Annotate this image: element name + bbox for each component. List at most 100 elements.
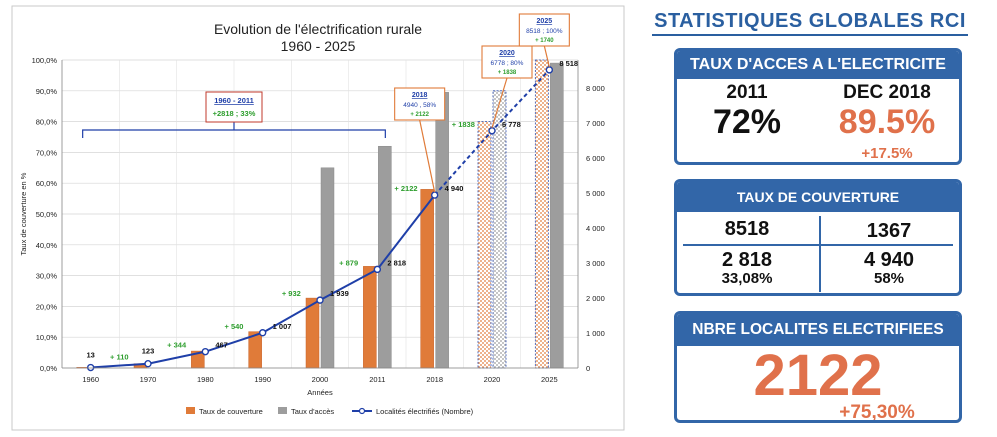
callout-pointer-2018 <box>419 119 436 193</box>
callout-year-2025: 2025 <box>537 18 553 25</box>
coverage-bar-2011 <box>363 266 377 369</box>
localities-point-2025 <box>545 66 554 74</box>
increment-label: + 2122 <box>394 184 417 193</box>
x-axis-label: Années <box>307 388 333 397</box>
right-tick-label: 0 <box>586 364 590 373</box>
right-tick-label: 4 000 <box>586 224 605 233</box>
access-value-right: 89.5% <box>838 103 936 141</box>
increment-label: + 879 <box>339 258 358 267</box>
legend-label-access: Taux d'accès <box>291 407 334 416</box>
chart-subtitle: 1960 - 2025 <box>281 38 356 54</box>
right-tick-label: 1 000 <box>586 329 605 338</box>
localities-value-label: 13 <box>86 351 94 360</box>
brace-callout-detail: +2818 ; 33% <box>213 109 256 118</box>
brace-callout-title: 1960 - 2011 <box>214 96 254 105</box>
left-tick-label: 10,0% <box>36 333 58 342</box>
brace-callout-box <box>205 91 263 123</box>
coverage-top-left: 8518 <box>724 218 770 240</box>
localities-value-label: 123 <box>142 347 155 356</box>
legend-swatch-access <box>278 407 287 414</box>
right-tick-label: 2 000 <box>586 294 605 303</box>
legend-label-localities: Localités électrifiés (Nombre) <box>376 407 474 416</box>
electrification-chart: Evolution de l'électrification rurale 19… <box>11 5 625 431</box>
access-year-right: DEC 2018 <box>843 82 931 103</box>
increment-label: + 1838 <box>452 120 475 129</box>
coverage-bottom-left: 2 818 <box>721 249 773 271</box>
left-tick-label: 80,0% <box>36 118 58 127</box>
access-bar-2011 <box>378 145 392 369</box>
access-2018-column: DEC 2018 89.5% <box>817 82 957 142</box>
access-bar-2000 <box>320 167 335 369</box>
coverage-card-header: TAUX DE COUVERTURE <box>677 182 959 212</box>
coverage-bar-2018 <box>420 189 434 369</box>
left-tick-label: 100,0% <box>32 56 58 65</box>
callout-line2-2018: + 2122 <box>410 112 429 118</box>
coverage-bottom-right-pct: 58% <box>873 270 905 287</box>
coverage-horizontal-divider <box>683 244 953 246</box>
coverage-bar-2025 <box>534 59 549 369</box>
chart-svg: Evolution de l'électrification rurale 19… <box>11 5 625 431</box>
chart-title: Evolution de l'électrification rurale <box>214 21 422 37</box>
coverage-bar-2020 <box>477 121 492 369</box>
localities-value-label: 6 778 <box>502 120 521 129</box>
callout-pointer-2025 <box>543 45 550 68</box>
access-bar-2025 <box>550 62 564 369</box>
access-delta: +17.5% <box>861 145 913 162</box>
localities-value-label: 4 940 <box>445 184 464 193</box>
callout-line1-2018: 4940 , 58% <box>403 102 436 109</box>
localities-point-2011 <box>373 265 382 274</box>
localities-point-2020 <box>488 127 496 135</box>
coverage-bottom-left-pct: 33,08% <box>721 270 773 287</box>
right-tick-label: 5 000 <box>586 189 605 198</box>
access-year-left: 2011 <box>726 82 768 103</box>
localities-card-header: NBRE LOCALITES ELECTRIFIEES <box>677 314 959 346</box>
callout-year-2018: 2018 <box>412 92 428 99</box>
legend-label-coverage: Taux de couverture <box>199 407 263 416</box>
access-card-header: TAUX D'ACCES A L'ELECTRICITE <box>677 51 959 79</box>
localities-card-title: NBRE LOCALITES ELECTRIFIEES <box>692 321 944 338</box>
callout-line1-2020: 6778 ; 80% <box>491 60 524 67</box>
callout-line1-2025: 8518 ; 100% <box>526 28 563 35</box>
coverage-top-right: 1367 <box>866 220 912 242</box>
callout-pointer-2020 <box>491 77 508 128</box>
coverage-card: TAUX DE COUVERTURE 8518 1367 2 818 33,08… <box>674 179 962 296</box>
left-tick-label: 30,0% <box>36 272 58 281</box>
left-tick-label: 0,0% <box>40 364 57 373</box>
callout-line2-2025: + 1740 <box>535 38 554 44</box>
localities-point-1960 <box>86 363 95 372</box>
localities-value-label: 1 007 <box>273 322 292 331</box>
x-tick-label: 2011 <box>369 375 385 384</box>
localities-value: 2122 <box>753 343 883 408</box>
x-tick-label: 2020 <box>484 375 501 384</box>
left-tick-label: 90,0% <box>36 87 58 96</box>
localities-point-2000 <box>316 296 324 304</box>
access-bar-2018 <box>435 92 449 369</box>
x-tick-label: 1960 <box>82 375 99 384</box>
access-2011-column: 2011 72% <box>677 82 817 142</box>
localities-card: NBRE LOCALITES ELECTRIFIEES 2122 +75,30% <box>674 311 962 423</box>
increment-label: + 110 <box>110 353 129 362</box>
right-tick-label: 8 000 <box>586 84 605 93</box>
access-card-title: TAUX D'ACCES A L'ELECTRICITE <box>690 56 946 73</box>
left-tick-label: 40,0% <box>36 241 58 250</box>
localities-value-label: 1 939 <box>330 289 349 298</box>
legend-swatch-coverage <box>186 407 195 414</box>
access-card: TAUX D'ACCES A L'ELECTRICITE 2011 72% DE… <box>674 48 962 165</box>
localities-point-1980 <box>201 347 210 356</box>
x-tick-label: 2000 <box>312 375 329 384</box>
localities-point-1990 <box>258 329 267 337</box>
coverage-vertical-divider <box>819 216 821 292</box>
localities-point-1970 <box>144 359 152 368</box>
right-tick-label: 3 000 <box>586 259 605 268</box>
x-tick-label: 1990 <box>254 375 271 384</box>
left-tick-label: 50,0% <box>36 210 58 219</box>
panel-title-underline <box>652 34 968 36</box>
increment-label: + 540 <box>225 322 244 331</box>
callout-box-2020 <box>481 45 533 79</box>
localities-value-label: 8 518 <box>559 59 578 68</box>
right-tick-label: 6 000 <box>586 154 605 163</box>
x-tick-label: 2018 <box>426 375 443 384</box>
x-tick-label: 1980 <box>197 375 214 384</box>
left-tick-label: 70,0% <box>36 148 58 157</box>
left-tick-label: 20,0% <box>36 302 58 311</box>
